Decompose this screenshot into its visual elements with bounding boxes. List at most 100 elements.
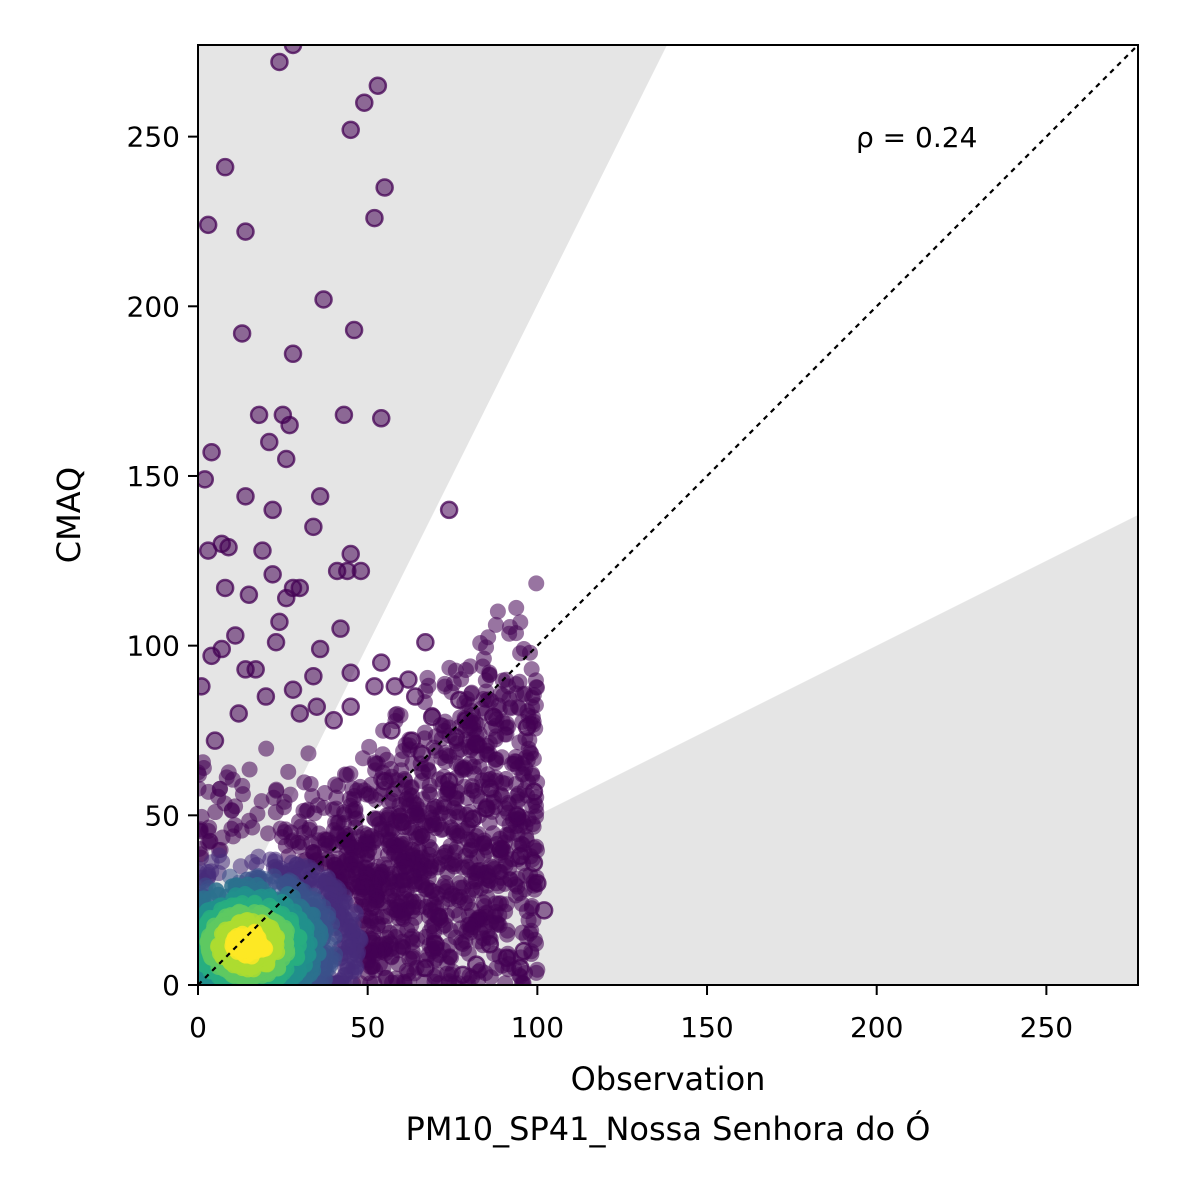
y-tick-label: 0 xyxy=(162,969,180,1002)
one-to-one-line xyxy=(198,45,1138,985)
x-axis-label: Observation xyxy=(571,1060,766,1098)
data-point xyxy=(310,639,330,659)
data-point xyxy=(355,93,374,112)
data-point xyxy=(314,290,333,309)
data-point xyxy=(276,449,296,469)
density-point xyxy=(241,761,258,778)
density-point xyxy=(336,766,353,783)
data-point xyxy=(467,734,486,754)
data-point xyxy=(280,415,299,435)
data-point xyxy=(246,660,265,679)
data-point xyxy=(290,578,310,598)
density-point xyxy=(512,645,529,662)
data-point xyxy=(453,965,472,985)
data-point xyxy=(198,215,218,235)
data-point xyxy=(429,907,449,927)
density-point xyxy=(367,791,384,808)
data-point xyxy=(263,500,282,520)
x-tick-label: 50 xyxy=(350,1011,386,1044)
data-point xyxy=(307,697,327,716)
density-point xyxy=(508,599,525,616)
data-point xyxy=(283,344,303,364)
data-point xyxy=(229,704,248,723)
density-point xyxy=(487,616,504,633)
y-tick-label: 100 xyxy=(127,630,180,663)
data-point xyxy=(304,666,323,686)
density-point xyxy=(528,964,545,981)
data-point xyxy=(480,778,500,798)
data-point xyxy=(402,731,422,750)
data-point xyxy=(219,537,238,557)
x-axis: 0 50 100 150 200 250 xyxy=(189,985,1073,1044)
data-point xyxy=(375,772,394,791)
data-point xyxy=(480,935,500,954)
data-point xyxy=(236,222,255,241)
data-point xyxy=(341,120,360,140)
data-point xyxy=(270,52,289,72)
plot-frame xyxy=(197,44,1139,986)
density-point xyxy=(198,766,207,783)
data-point xyxy=(463,809,483,828)
data-point xyxy=(202,442,221,462)
data-point xyxy=(439,500,459,520)
data-point xyxy=(232,324,252,343)
x-tick-label: 150 xyxy=(680,1011,733,1044)
density-point xyxy=(234,786,251,803)
data-point xyxy=(334,405,354,425)
x-tick-label: 250 xyxy=(1020,1011,1073,1044)
data-point xyxy=(304,517,323,537)
density-point xyxy=(354,750,371,767)
data-point xyxy=(439,772,459,791)
data-point xyxy=(422,707,442,727)
data-point xyxy=(283,45,303,55)
correlation-annotation: ρ = 0.24 xyxy=(856,121,977,154)
density-point xyxy=(501,625,518,642)
data-point xyxy=(276,588,296,608)
x-tick-label: 0 xyxy=(189,1011,207,1044)
density-point xyxy=(514,924,531,941)
data-point xyxy=(290,704,310,723)
density-point xyxy=(489,603,506,620)
data-point xyxy=(324,711,343,730)
data-point xyxy=(426,935,445,954)
data-point xyxy=(517,717,537,737)
data-point xyxy=(239,585,259,604)
data-points xyxy=(198,45,554,985)
data-point xyxy=(375,178,394,197)
data-point xyxy=(198,470,215,489)
data-point xyxy=(215,157,235,177)
density-point xyxy=(291,838,308,855)
density-point xyxy=(280,763,297,780)
data-point xyxy=(341,697,360,716)
x-tick-label: 200 xyxy=(850,1011,903,1044)
density-point xyxy=(232,858,249,875)
data-point xyxy=(483,707,503,727)
data-point xyxy=(331,619,350,638)
data-point xyxy=(205,731,225,750)
data-point xyxy=(266,633,286,652)
data-point xyxy=(450,690,469,710)
y-tick-label: 50 xyxy=(144,799,180,832)
density-point xyxy=(475,894,492,911)
density-point xyxy=(528,575,545,592)
density-point xyxy=(223,802,240,819)
chart-subtitle: PM10_SP41_Nossa Senhora do Ó xyxy=(406,1109,931,1148)
data-point xyxy=(524,853,544,873)
data-point xyxy=(467,955,486,974)
data-point xyxy=(283,680,303,700)
data-point xyxy=(253,541,272,560)
density-point xyxy=(487,754,504,771)
density-point xyxy=(511,734,528,751)
density-point xyxy=(300,745,317,762)
y-tick-label: 200 xyxy=(127,290,180,323)
data-point xyxy=(351,561,371,581)
data-point xyxy=(270,612,289,632)
y-tick-label: 250 xyxy=(127,121,180,154)
data-point xyxy=(365,677,384,696)
y-axis-label: CMAQ xyxy=(50,467,88,563)
data-point xyxy=(382,721,401,740)
data-point xyxy=(263,565,282,584)
data-point xyxy=(490,840,510,859)
data-point xyxy=(310,487,330,506)
density-point xyxy=(258,740,275,757)
